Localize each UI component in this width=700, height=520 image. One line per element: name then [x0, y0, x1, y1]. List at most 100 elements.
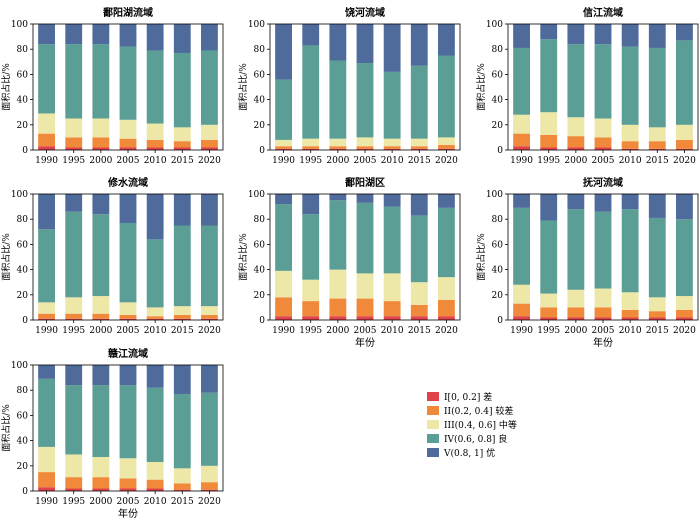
bar-segment-I	[302, 148, 320, 150]
bar-segment-V	[173, 365, 191, 394]
y-tick-label: 60	[17, 70, 29, 80]
x-tick-label: 2020	[198, 326, 221, 336]
bar-segment-III	[275, 270, 292, 298]
y-tick-label: 20	[492, 291, 504, 301]
x-tick-label: 2015	[408, 156, 431, 166]
chart-title: 信江流域	[583, 6, 623, 19]
y-tick-label: 60	[254, 240, 266, 250]
x-tick-label: 1990	[35, 326, 58, 336]
chart-title: 饶河流域	[345, 6, 385, 19]
y-axis-label: 面积占比/%	[475, 233, 487, 281]
bar-segment-II	[92, 137, 110, 148]
bar-segment-III	[92, 296, 110, 314]
bar-segment-III	[383, 138, 401, 147]
x-tick-label: 1995	[62, 326, 85, 336]
bar-segment-V	[302, 24, 320, 46]
bar-segment-V	[201, 194, 218, 226]
bar-segment-V	[567, 24, 585, 45]
x-tick-label: 2000	[89, 326, 112, 336]
bar-segment-II	[383, 146, 401, 149]
bar-segment-IV	[92, 44, 110, 119]
y-axis-label: 面积占比/%	[0, 63, 12, 111]
bar-segment-II	[92, 477, 110, 489]
bar-segment-III	[676, 124, 693, 140]
y-tick-label: 80	[17, 45, 29, 55]
bar-segment-I	[540, 317, 558, 320]
legend-label: IV(0.6, 0.8] 良	[444, 433, 507, 445]
y-axis-label: 面积占比/%	[237, 63, 249, 111]
chart-panel: 抚河流域 1990 1995 2000 2005 2010 2015 2020 0 20 40 60 8…	[475, 176, 699, 349]
bar-segment-IV	[65, 211, 83, 298]
bar-segment-IV	[119, 385, 137, 459]
y-tick-label: 100	[248, 20, 265, 30]
bar-segment-V	[119, 365, 137, 386]
bar-segment-II	[38, 472, 55, 488]
x-tick-label: 1990	[272, 326, 295, 336]
bar-segment-I	[329, 148, 347, 150]
bar-segment-II	[676, 139, 693, 149]
chart-panel: 修水流域 1990 1995 2000 2005 2010 2015 2020 0 20 40 60 8…	[0, 176, 224, 336]
bar-segment-II	[410, 304, 428, 317]
bar-segment-II	[173, 314, 191, 319]
bar-segment-V	[410, 194, 428, 216]
bar-segment-II	[201, 482, 218, 490]
x-tick-label: 1995	[537, 156, 560, 166]
x-tick-label: 2000	[564, 156, 587, 166]
bar-segment-V	[329, 24, 347, 61]
bar-segment-IV	[383, 71, 401, 139]
y-tick-label: 20	[17, 121, 29, 131]
bar-segment-I	[513, 316, 530, 320]
bar-segment-IV	[302, 214, 320, 280]
bar-segment-III	[513, 114, 530, 134]
plot-frame	[507, 193, 699, 321]
bar-segment-III	[410, 138, 428, 147]
bar-segment-II	[648, 311, 666, 318]
bar-segment-V	[410, 24, 428, 66]
y-tick-label: 40	[254, 96, 266, 106]
bar-segment-V	[648, 24, 666, 48]
bar-segment-V	[302, 194, 320, 215]
x-tick-label: 2010	[619, 156, 642, 166]
bar-segment-IV	[119, 46, 137, 120]
bar-segment-II	[540, 134, 558, 148]
bar-segment-V	[92, 194, 110, 215]
bar-segment-II	[92, 313, 110, 319]
bar-segment-III	[38, 446, 55, 473]
bar-segment-V	[383, 24, 401, 72]
bar-segment-II	[119, 314, 137, 319]
x-tick-label: 2010	[144, 326, 167, 336]
bar-segment-III	[356, 273, 374, 299]
bar-segment-III	[146, 307, 164, 317]
bar-segment-IV	[329, 60, 347, 139]
chart-panel: 鄱阳湖区 1990 1995 2000 2005 2010 2015 2020 0 20 40 60 8…	[237, 176, 461, 349]
bar-segment-III	[65, 297, 83, 314]
bar-segment-V	[275, 194, 292, 205]
bar-segment-V	[38, 24, 55, 45]
bar-segment-II	[173, 141, 191, 148]
bar-segment-V	[173, 194, 191, 226]
y-tick-label: 40	[17, 437, 29, 447]
x-tick-label: 2020	[198, 497, 221, 507]
bar-segment-IV	[594, 44, 612, 119]
x-tick-label: 2015	[171, 497, 194, 507]
bar-segment-II	[567, 136, 585, 148]
bar-segment-I	[410, 316, 428, 320]
bar-segment-III	[146, 462, 164, 480]
bar-segment-IV	[173, 225, 191, 307]
bar-segment-IV	[621, 46, 639, 125]
legend-label: III(0.4, 0.6] 中等	[444, 419, 517, 431]
bar-segment-V	[621, 194, 639, 210]
bar-segment-IV	[92, 385, 110, 457]
chart-title: 鄱阳湖区	[344, 176, 385, 189]
x-tick-label: 2005	[592, 156, 615, 166]
x-tick-label: 2010	[381, 156, 404, 166]
bar-segment-V	[146, 365, 164, 388]
bar-segment-III	[119, 302, 137, 315]
bar-segment-II	[302, 301, 320, 317]
x-axis-label: 年份	[355, 336, 375, 349]
x-tick-label: 2010	[619, 326, 642, 336]
bar-segment-V	[119, 194, 137, 223]
x-tick-label: 1995	[62, 497, 85, 507]
bar-segment-IV	[513, 47, 530, 115]
bar-segment-III	[65, 118, 83, 138]
